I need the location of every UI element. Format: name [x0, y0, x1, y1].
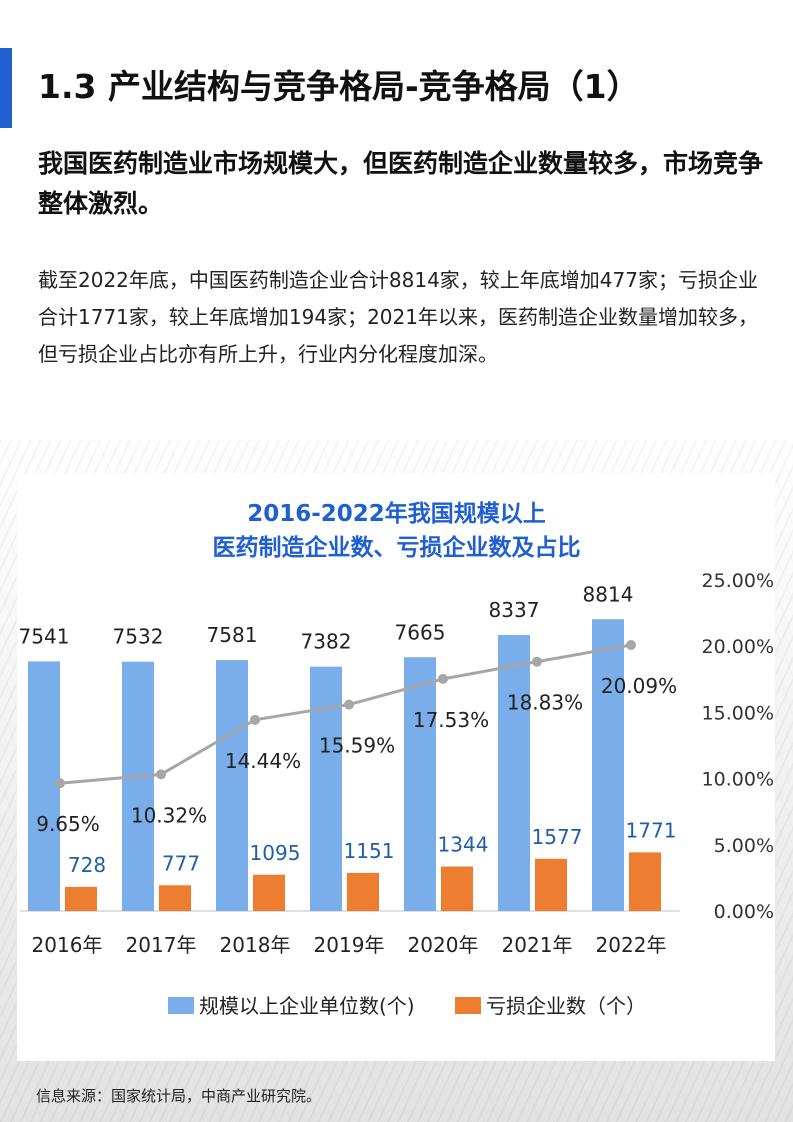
ratio-point: [438, 673, 448, 684]
bar-loss-label: 1577: [532, 825, 583, 849]
bar-total: [28, 661, 60, 911]
ratio-label: 15.59%: [319, 734, 395, 758]
bar-loss-label: 728: [68, 853, 106, 877]
bar-loss-label: 1771: [626, 818, 677, 842]
bar-total: [592, 619, 624, 911]
bar-total-label: 7665: [395, 620, 446, 644]
legend-label-loss: 亏损企业数（个）: [486, 994, 646, 1018]
bar-total-label: 7532: [113, 625, 164, 649]
ratio-label: 10.32%: [131, 803, 207, 827]
bar-total: [498, 635, 530, 911]
ratio-point: [250, 714, 260, 725]
bar-total: [404, 657, 436, 911]
y-right-tick-label: 0.00%: [714, 901, 774, 923]
bar-loss: [535, 858, 567, 911]
bar-loss: [441, 866, 473, 911]
ratio-point: [156, 769, 166, 780]
bar-total-label: 7382: [301, 630, 352, 654]
bar-total-label: 7581: [207, 623, 258, 647]
bar-loss: [253, 874, 285, 911]
page-subtitle: 我国医药制造业市场规模大，但医药制造企业数量较多，市场竞争整体激烈。: [38, 149, 764, 218]
ratio-label: 14.44%: [225, 749, 301, 773]
source-note: 信息来源：国家统计局，中商产业研究院。: [36, 1087, 322, 1105]
y-right-tick-label: 15.00%: [702, 702, 774, 724]
ratio-point: [55, 778, 65, 789]
ratio-point: [532, 656, 542, 667]
ratio-point: [626, 640, 636, 651]
x-tick-label: 2021年: [502, 933, 573, 957]
page-title: 1.3 产业结构与竞争格局-竞争格局（1）: [38, 67, 640, 106]
bar-loss: [65, 886, 97, 911]
x-tick-label: 2022年: [596, 933, 667, 957]
ratio-label: 9.65%: [36, 812, 100, 836]
bar-loss-label: 1344: [438, 833, 489, 857]
bar-loss: [347, 872, 379, 911]
bar-loss-label: 1151: [344, 839, 395, 863]
bar-total: [122, 661, 154, 911]
x-tick-label: 2020年: [408, 933, 479, 957]
ratio-point: [344, 699, 354, 710]
bar-loss: [629, 852, 661, 911]
legend-swatch-loss: [455, 997, 481, 1014]
bar-loss-label: 777: [162, 851, 200, 875]
bar-total: [216, 660, 248, 911]
ratio-label: 18.83%: [507, 691, 583, 715]
x-tick-label: 2017年: [126, 933, 197, 957]
y-right-tick-label: 5.00%: [714, 835, 774, 857]
y-right-tick-label: 10.00%: [702, 769, 774, 791]
bar-total: [310, 666, 342, 911]
chart-title: 2016-2022年我国规模以上 医药制造企业数、亏损企业数及占比: [0, 497, 793, 565]
legend-label-total: 规模以上企业单位数(个): [199, 994, 415, 1018]
bar-loss-label: 1095: [250, 841, 301, 865]
chart-title-line2: 医药制造企业数、亏损企业数及占比: [212, 535, 581, 561]
accent-bar: [0, 48, 12, 128]
ratio-label: 17.53%: [413, 708, 489, 732]
bar-total-label: 7541: [19, 624, 70, 648]
ratio-label: 20.09%: [601, 674, 677, 698]
x-tick-label: 2018年: [220, 933, 291, 957]
bar-total-label: 8337: [489, 598, 540, 622]
x-tick-label: 2016年: [32, 933, 103, 957]
y-right-tick-label: 20.00%: [702, 636, 774, 658]
bar-loss: [159, 885, 191, 911]
x-tick-label: 2019年: [314, 933, 385, 957]
chart-title-line1: 2016-2022年我国规模以上: [247, 501, 546, 527]
body-paragraph: 截至2022年底，中国医药制造企业合计8814家，较上年底增加477家；亏损企业…: [38, 268, 758, 366]
bar-total-label: 8814: [583, 582, 634, 606]
legend-swatch-total: [168, 997, 194, 1014]
y-right-tick-label: 25.00%: [702, 570, 774, 592]
